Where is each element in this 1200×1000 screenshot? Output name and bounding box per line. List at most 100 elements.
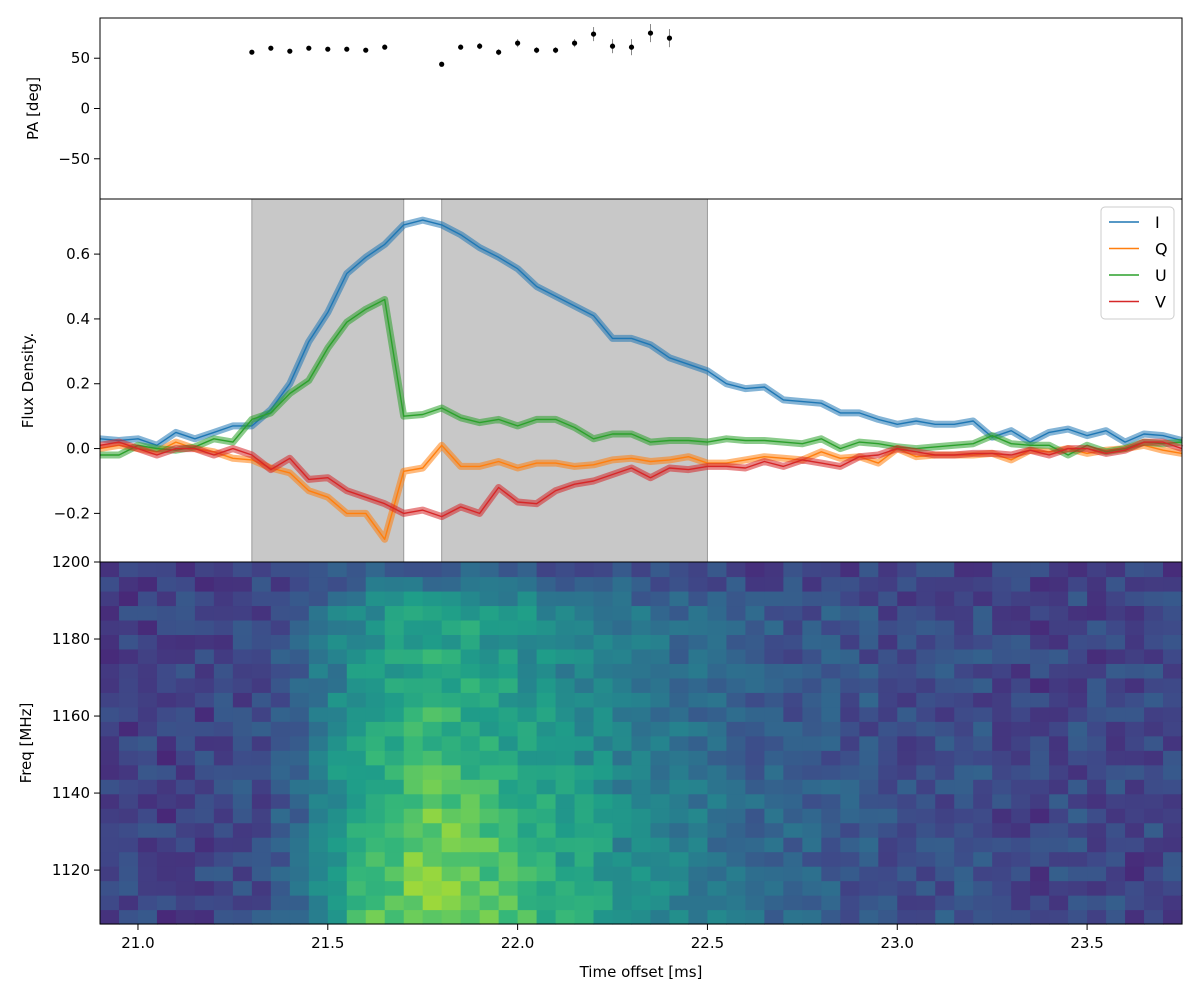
heatmap-cell	[612, 692, 633, 708]
heatmap-cell	[156, 576, 177, 592]
heatmap-cell	[897, 634, 917, 650]
heatmap-cell	[156, 706, 177, 722]
heatmap-cell	[764, 909, 784, 925]
heatmap-cell	[1106, 822, 1126, 838]
heatmap-cell	[745, 619, 765, 635]
heatmap-cell	[346, 706, 367, 722]
heatmap-cell	[384, 851, 405, 867]
heatmap-cell	[175, 562, 196, 578]
heatmap-cell	[100, 808, 120, 824]
heatmap-cell	[137, 866, 158, 882]
heatmap-cell	[783, 663, 803, 679]
heatmap-cell	[251, 562, 272, 578]
heatmap-cell	[1030, 619, 1050, 635]
heatmap-cell	[574, 851, 595, 867]
heatmap-cell	[460, 866, 481, 882]
heatmap-cell	[422, 706, 443, 722]
heatmap-cell	[878, 880, 898, 896]
heatmap-cell	[1011, 866, 1031, 882]
heatmap-cell	[992, 735, 1012, 751]
heatmap-cell	[821, 880, 841, 896]
heatmap-cell	[973, 793, 993, 809]
heatmap-cell	[1163, 648, 1183, 664]
heatmap-cell	[194, 634, 215, 650]
heatmap-cell	[422, 808, 443, 824]
heatmap-cell	[669, 735, 690, 751]
heatmap-cell	[802, 909, 822, 925]
heatmap-cell	[536, 677, 557, 693]
heatmap-cell	[745, 634, 765, 650]
heatmap-cell	[1125, 909, 1145, 925]
heatmap-cell	[536, 605, 557, 621]
heatmap-cell	[1068, 793, 1088, 809]
pa-axes-frame	[99, 17, 1183, 200]
heatmap-cell	[517, 822, 538, 838]
heatmap-cell	[555, 677, 576, 693]
heatmap-cell	[992, 895, 1012, 911]
heatmap-cell	[384, 735, 405, 751]
heatmap-cell	[346, 750, 367, 766]
heatmap-cell	[840, 590, 860, 607]
heatmap-cell	[631, 590, 652, 607]
heatmap-cell	[783, 837, 803, 853]
heatmap-cell	[270, 764, 291, 780]
pa-point	[647, 30, 654, 36]
heatmap-cell	[517, 793, 538, 809]
heatmap-cell	[441, 793, 462, 809]
heatmap-cell	[1011, 808, 1031, 824]
heatmap-cell	[593, 619, 614, 635]
heatmap-cell	[783, 735, 803, 751]
heatmap-cell	[156, 880, 177, 896]
heatmap-cell	[650, 663, 671, 679]
heatmap-cell	[213, 808, 234, 824]
heatmap-cell	[346, 793, 367, 809]
heatmap-cell	[935, 808, 955, 824]
heatmap-cell	[1011, 663, 1031, 679]
heatmap-cell	[479, 895, 500, 911]
pa-y-tick-label: 0	[80, 100, 90, 118]
heatmap-cell	[1144, 605, 1164, 621]
heatmap-cell	[1163, 822, 1183, 838]
heatmap-cell	[1106, 576, 1126, 592]
heatmap-cell	[460, 779, 481, 795]
heatmap-cell	[232, 851, 253, 867]
heatmap-cell	[669, 837, 690, 853]
heatmap-cell	[707, 880, 728, 896]
heatmap-cell	[422, 648, 443, 664]
heatmap-cell	[1163, 779, 1183, 795]
heatmap-cell	[859, 793, 879, 809]
heatmap-cell	[232, 648, 253, 664]
heatmap-cell	[574, 779, 595, 795]
heatmap-cell	[650, 721, 671, 737]
heatmap-cell	[574, 822, 595, 838]
heatmap-cell	[954, 692, 974, 708]
heatmap-cell	[916, 822, 936, 838]
heatmap-cell	[1087, 822, 1107, 838]
heatmap-cell	[612, 721, 633, 737]
heatmap-cell	[460, 793, 481, 809]
spectrum-y-tick-label: 1180	[52, 630, 90, 648]
heatmap-cell	[536, 735, 557, 751]
heatmap-cell	[1068, 619, 1088, 635]
heatmap-cell	[935, 909, 955, 925]
heatmap-cell	[802, 750, 822, 766]
heatmap-cell	[422, 735, 443, 751]
heatmap-cell	[650, 562, 671, 578]
heatmap-cell	[536, 851, 557, 867]
heatmap-cell	[669, 605, 690, 621]
heatmap-cell	[100, 692, 120, 708]
heatmap-cell	[346, 866, 367, 882]
pa-point	[496, 49, 502, 55]
heatmap-cell	[270, 605, 291, 621]
heatmap-cell	[593, 851, 614, 867]
heatmap-cell	[498, 837, 519, 853]
heatmap-cell	[384, 822, 405, 838]
heatmap-cell	[859, 619, 879, 635]
heatmap-cell	[308, 866, 329, 882]
heatmap-cell	[517, 590, 538, 607]
heatmap-cell	[802, 822, 822, 838]
heatmap-cell	[973, 880, 993, 896]
pa-point	[533, 47, 540, 53]
heatmap-cell	[631, 750, 652, 766]
heatmap-cell	[821, 750, 841, 766]
